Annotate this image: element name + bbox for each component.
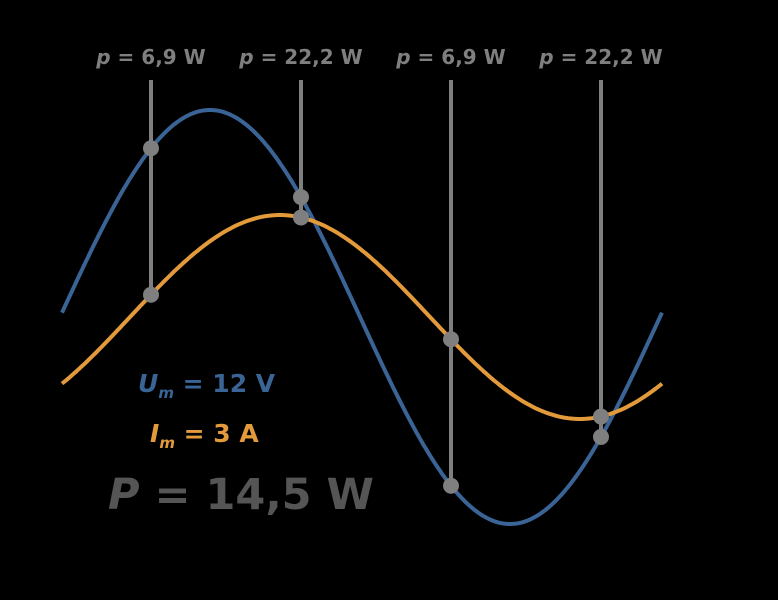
value: = 22,2 W (254, 45, 363, 69)
power-label: P = 14,5 W (108, 470, 374, 520)
value: = 22,2 W (554, 45, 663, 69)
current-label: Im = 3 A (150, 419, 259, 452)
current-curve (60, 213, 664, 421)
symbol: p (95, 45, 110, 69)
marker-dot (293, 189, 309, 206)
marker-dot (593, 428, 609, 445)
symbol: p (238, 45, 253, 69)
symbol: p (395, 45, 410, 69)
power-marker-label: p = 22,2 W (538, 45, 662, 69)
value: = 6,9 W (111, 45, 206, 69)
marker-dot (443, 331, 459, 348)
value: = 6,9 W (411, 45, 506, 69)
marker-dot (443, 477, 459, 494)
marker-dot (143, 286, 159, 303)
voltage-curve (60, 108, 664, 526)
marker-dot (593, 408, 609, 425)
marker-dot (143, 140, 159, 157)
marker-dot (293, 209, 309, 226)
voltage-label: Um = 12 V (138, 369, 276, 402)
power-marker-label: p = 22,2 W (238, 45, 362, 69)
symbol: p (538, 45, 553, 69)
power-marker-label: p = 6,9 W (95, 45, 205, 69)
power-marker-label: p = 6,9 W (395, 45, 505, 69)
